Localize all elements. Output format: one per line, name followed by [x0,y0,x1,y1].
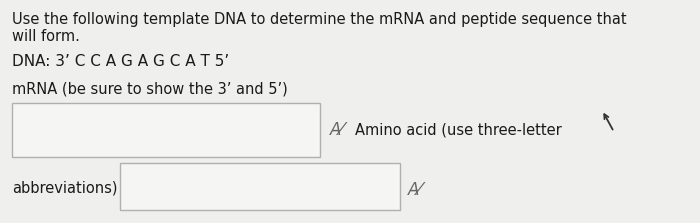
Text: Use the following template DNA to determine the mRNA and peptide sequence that: Use the following template DNA to determ… [12,12,626,27]
Text: A⁄: A⁄ [408,181,422,199]
Text: will form.: will form. [12,29,80,44]
Bar [120,163,400,210]
Text: DNA: 3’ C C A G A G C A T 5’: DNA: 3’ C C A G A G C A T 5’ [12,54,230,69]
Bar [12,103,320,157]
Text: Amino acid (use three-letter: Amino acid (use three-letter [355,122,561,138]
Text: A⁄: A⁄ [330,121,344,139]
Text: mRNA (be sure to show the 3’ and 5’): mRNA (be sure to show the 3’ and 5’) [12,82,288,97]
Text: abbreviations): abbreviations) [12,180,118,196]
